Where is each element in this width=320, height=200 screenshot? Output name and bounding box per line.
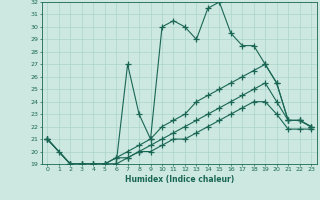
X-axis label: Humidex (Indice chaleur): Humidex (Indice chaleur): [124, 175, 234, 184]
